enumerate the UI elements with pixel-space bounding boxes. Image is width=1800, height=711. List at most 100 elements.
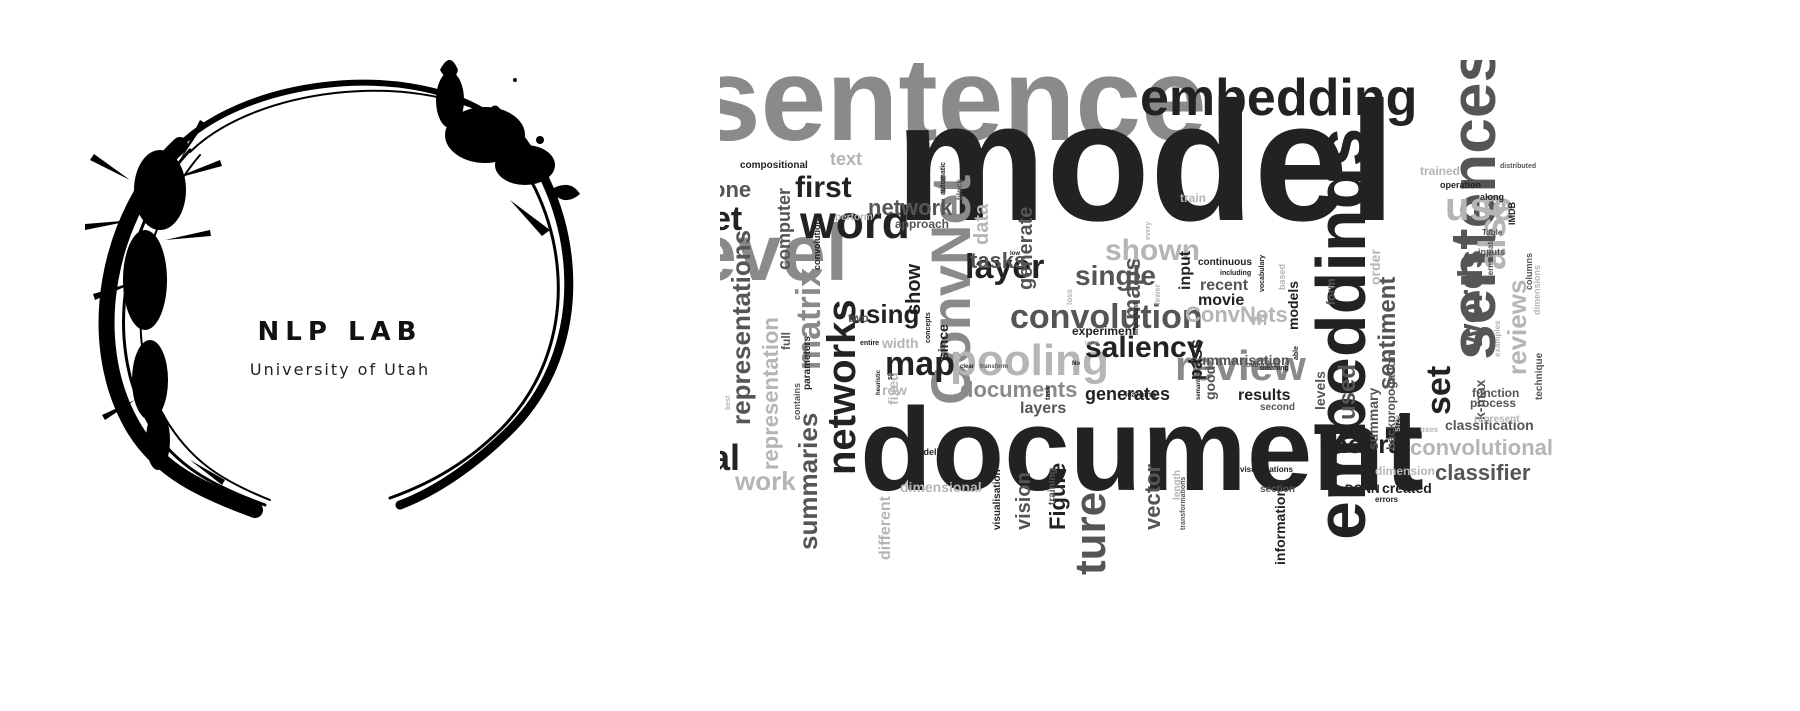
cloud-word: section <box>1260 484 1295 495</box>
cloud-word: tasks <box>970 248 1026 273</box>
cloud-word: train <box>1180 191 1206 205</box>
cloud-word: clear <box>960 364 975 370</box>
cloud-word: words <box>1452 250 1490 351</box>
cloud-word: information <box>1272 488 1288 565</box>
cloud-word: k-max <box>1472 379 1488 420</box>
cloud-word: saliency <box>1085 331 1204 364</box>
cloud-word: movie <box>1198 292 1244 309</box>
cloud-word: matrix <box>790 268 828 370</box>
cloud-word: space <box>887 360 894 380</box>
cloud-word: recent <box>1200 277 1249 294</box>
cloud-word: width <box>881 335 919 351</box>
cloud-word: No <box>1072 361 1080 367</box>
cloud-word: row <box>882 382 907 398</box>
cloud-word: parameters <box>802 336 813 390</box>
cloud-word: low <box>1010 251 1020 257</box>
cloud-word: maps <box>1119 257 1146 320</box>
cloud-word: training <box>1047 468 1058 505</box>
cloud-word: dimensional <box>900 479 982 495</box>
lab-title: NLP LAB <box>258 317 423 347</box>
cloud-word: level <box>720 208 848 297</box>
cloud-word: embedding <box>1140 69 1417 127</box>
cloud-word: modelling <box>910 447 953 457</box>
cloud-word: vector <box>1140 464 1165 530</box>
cloud-word: backpropogation <box>1384 353 1398 450</box>
cloud-word: based <box>1277 264 1287 290</box>
cloud-word: neural <box>1332 429 1410 459</box>
cloud-word: embeddings <box>1302 128 1380 540</box>
cloud-word: single <box>1075 260 1156 291</box>
cloud-word: models <box>1285 281 1301 330</box>
nlp-lab-logo: NLP LAB University of Utah <box>85 60 580 518</box>
cloud-word: show <box>903 263 925 315</box>
cloud-word: automatic <box>940 162 947 195</box>
cloud-word: contains <box>792 383 802 420</box>
cloud-word: represent <box>1474 414 1520 425</box>
cloud-word: meaning <box>1260 365 1289 372</box>
cloud-word: learning <box>1125 390 1156 399</box>
cloud-word: reviews <box>1502 280 1532 375</box>
cloud-word: convolutions <box>812 214 822 270</box>
cloud-word: classifier <box>1435 460 1531 485</box>
cloud-word: dimensions <box>1532 265 1542 315</box>
cloud-word: obtained <box>1246 362 1275 369</box>
cloud-word: perform <box>835 212 873 223</box>
cloud-word: DCNN <box>1345 482 1380 496</box>
cloud-word: good <box>1202 366 1218 400</box>
cloud-word: errors <box>1375 495 1399 504</box>
cloud-word: task <box>1045 386 1052 400</box>
cloud-word: approach <box>895 217 949 231</box>
cloud-word: heuristic <box>876 369 882 395</box>
cloud-word: every <box>1145 222 1152 240</box>
cloud-word: function <box>1472 386 1519 400</box>
lab-subtitle: University of Utah <box>250 360 430 379</box>
cloud-word: ture <box>1066 492 1115 575</box>
cloud-word: et <box>720 200 742 238</box>
cloud-word: network <box>868 195 953 220</box>
ink-splash-icon <box>85 60 580 485</box>
cloud-word: transform <box>980 364 1008 370</box>
cloud-word: dimension <box>1375 464 1435 478</box>
cloud-word: loss <box>1065 288 1074 305</box>
cloud-word: summaries <box>793 413 823 550</box>
cloud-word: pass <box>1186 339 1206 380</box>
cloud-word: sentence <box>720 60 1207 166</box>
cloud-word: levels <box>1312 371 1328 410</box>
cloud-word: one <box>720 177 751 202</box>
cloud-word: visualisations <box>1240 465 1293 474</box>
cloud-word: operation <box>1440 180 1481 190</box>
cloud-word: compositional <box>740 160 808 171</box>
cloud-word: intermediate <box>1486 237 1495 285</box>
cloud-word: form <box>1324 278 1338 305</box>
cloud-word: semantics <box>1196 370 1202 400</box>
cloud-word: work <box>734 466 796 496</box>
cloud-word: model <box>895 67 1396 257</box>
cloud-word: concepts <box>925 312 932 343</box>
cloud-word: technique <box>1534 352 1545 400</box>
cloud-word: along <box>1480 192 1504 202</box>
cloud-word: entire <box>860 340 879 347</box>
cloud-word: ConvNet <box>919 175 982 405</box>
cloud-word: fixed <box>885 372 901 405</box>
cloud-word: full <box>779 332 793 350</box>
cloud-word: summarisation <box>1190 352 1290 368</box>
cloud-word: generate <box>1015 207 1037 290</box>
cloud-word: uses <box>1420 425 1439 434</box>
cloud-word: columns <box>1524 253 1534 290</box>
cloud-word: important <box>1133 302 1140 335</box>
cloud-word: word <box>799 196 910 248</box>
cloud-word: input <box>1177 250 1194 290</box>
cloud-word: first <box>795 171 852 204</box>
cloud-word: al <box>720 437 740 478</box>
cloud-word: created <box>1382 480 1432 496</box>
cloud-word: including <box>1220 270 1251 277</box>
cloud-word: representation <box>758 317 783 470</box>
cloud-word: used <box>1334 364 1361 420</box>
cloud-word: able <box>1293 346 1300 360</box>
cloud-word: sentences <box>1437 60 1509 360</box>
cloud-word: layer <box>965 248 1044 286</box>
cloud-word: computer <box>774 188 794 270</box>
cloud-word: process <box>1470 396 1516 410</box>
